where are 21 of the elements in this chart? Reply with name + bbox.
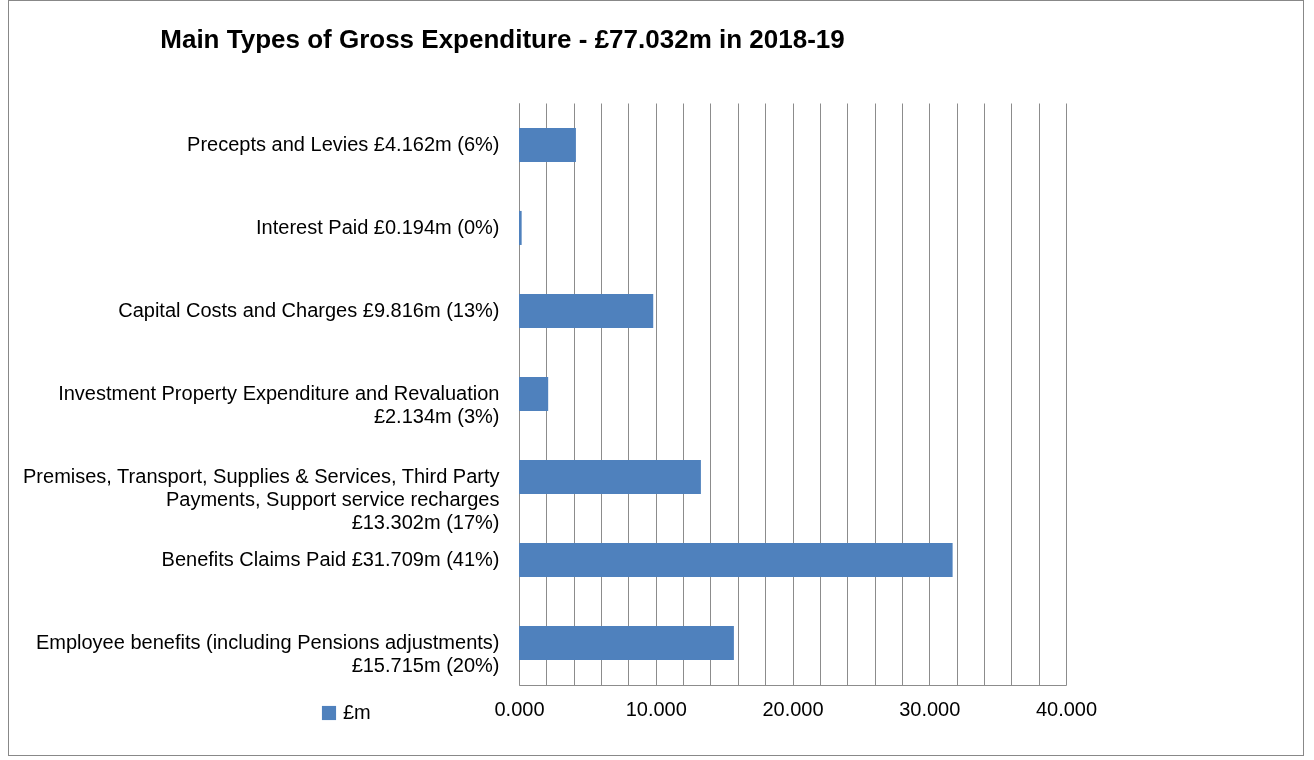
bar (519, 460, 701, 495)
bar (519, 543, 953, 578)
bar (519, 376, 549, 412)
legend-label: £m (343, 701, 371, 723)
bar (519, 127, 576, 162)
bar (519, 626, 734, 661)
y-tick-label: Capital Costs and Charges £9.816m (13%) (118, 298, 500, 321)
chart-title: Main Types of Gross Expenditure - £77.032m in 2018-19 (160, 24, 845, 54)
y-tick-label: Premises, Transport, Supplies & Services, Third Party Payments, Support service recharges £13.302m (17%) (23, 465, 500, 534)
y-tick-label: Employee benefits (including Pensions adjustments) £15.715m (20%) (35, 631, 500, 677)
x-tick-label: 20.000 (762, 697, 824, 720)
x-tick-label: 10.000 (625, 697, 687, 720)
y-tick-label: Benefits Claims Paid £31.709m (41%) (161, 548, 500, 571)
y-tick-label: Precepts and Levies £4.162m (6%) (187, 132, 500, 155)
x-tick-label: 30.000 (899, 697, 961, 720)
bar (519, 210, 522, 245)
y-tick-label: Interest Paid £0.194m (0%) (256, 215, 500, 238)
x-tick-label: 0.000 (494, 697, 545, 720)
bar (519, 293, 654, 328)
y-tick-label: Investment Property Expenditure and Revaluation £2.134m (3%) (58, 382, 500, 427)
x-tick-label: 40.000 (1035, 697, 1098, 720)
